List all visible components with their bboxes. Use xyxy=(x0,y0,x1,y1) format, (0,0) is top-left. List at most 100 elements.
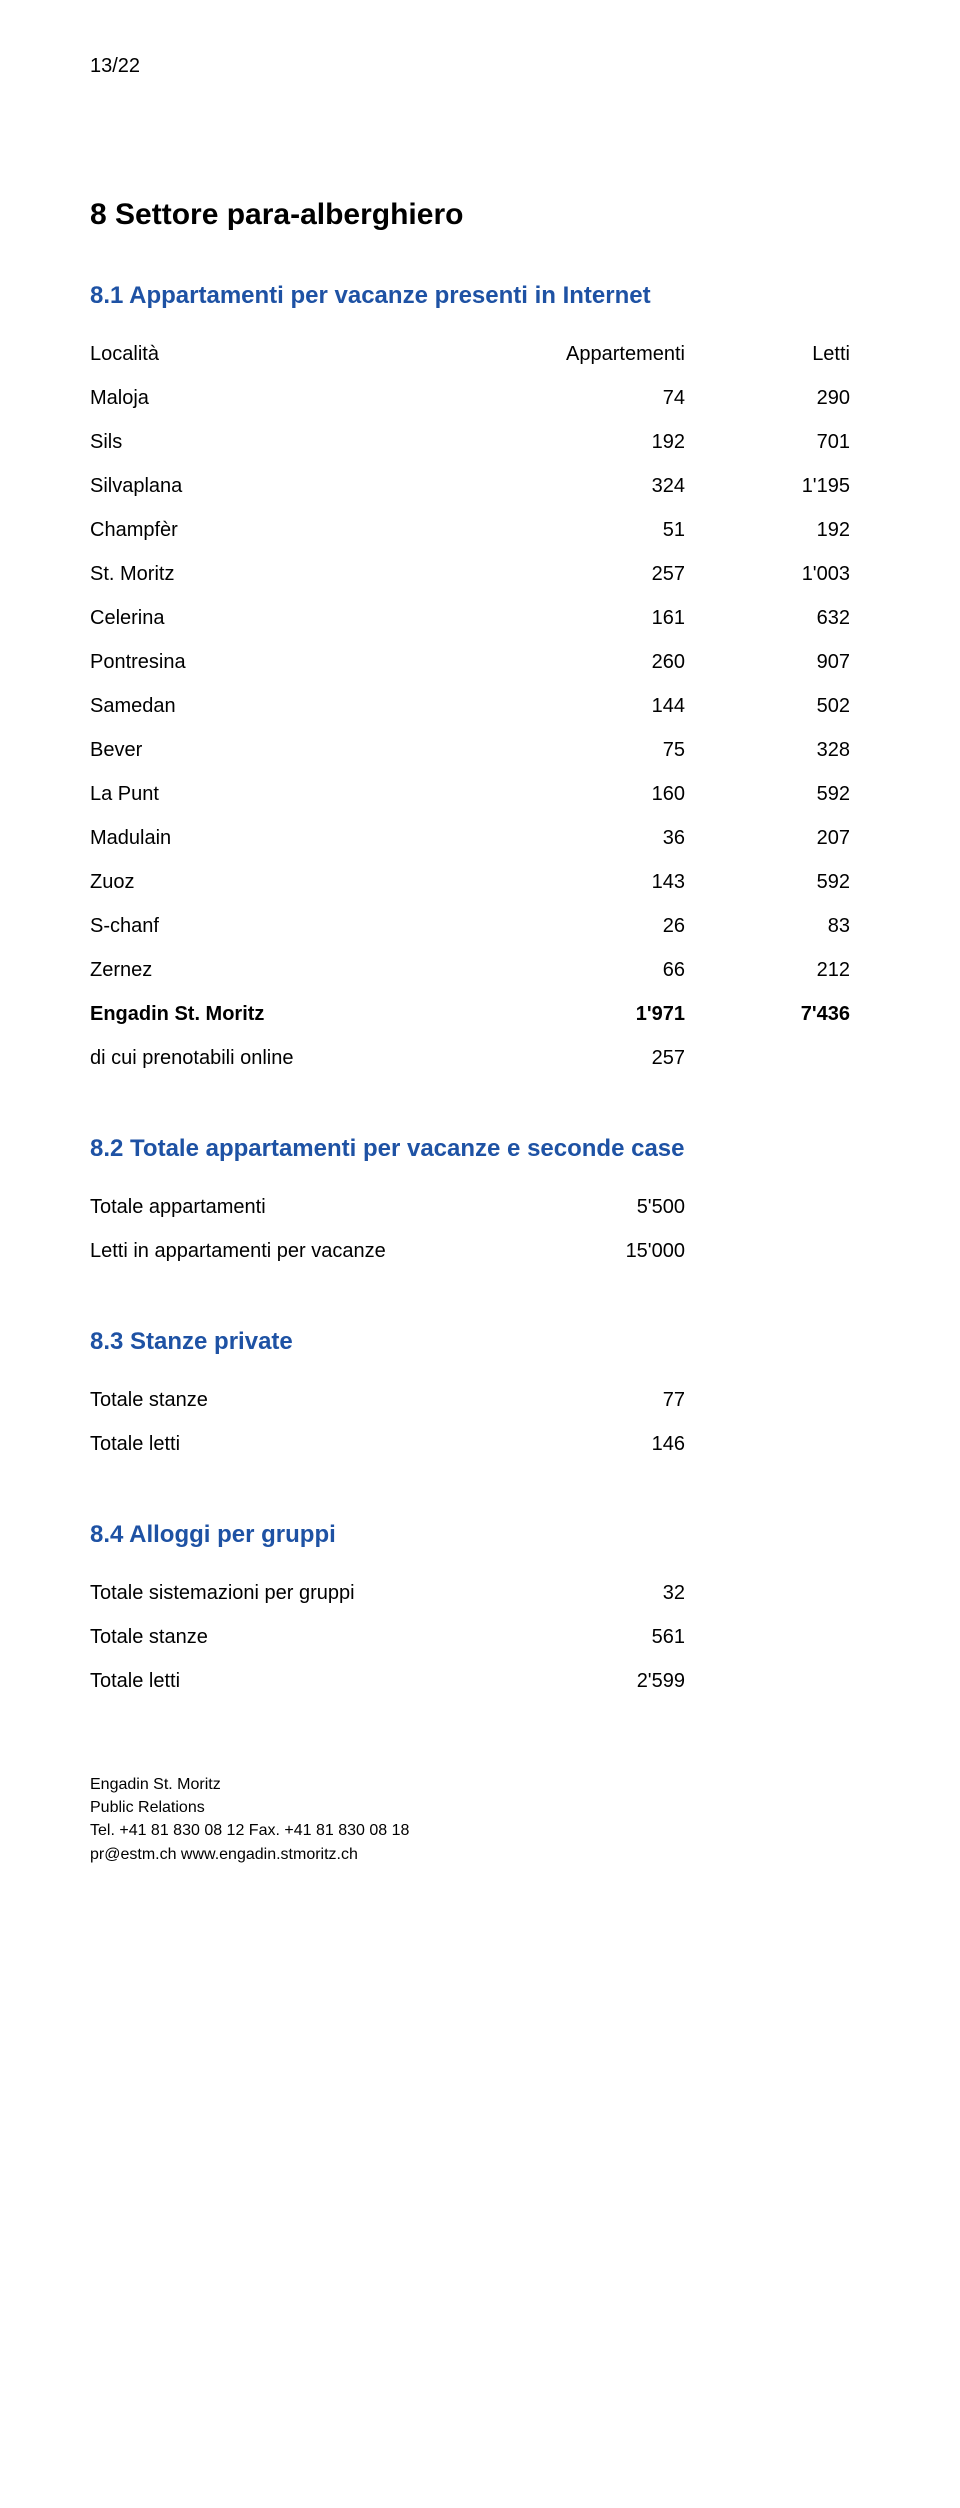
table-row: Totale stanze77 xyxy=(90,1378,870,1422)
cell-localita: Zernez xyxy=(90,948,520,992)
extra-value: 257 xyxy=(520,1036,685,1080)
cell-label: Totale letti xyxy=(90,1659,520,1703)
table-row: La Punt160592 xyxy=(90,772,870,816)
table-row: Zernez66212 xyxy=(90,948,870,992)
cell-letti: 192 xyxy=(685,508,850,552)
cell-value: 5'500 xyxy=(520,1185,685,1229)
cell-letti: 1'195 xyxy=(685,464,850,508)
cell-letti: 328 xyxy=(685,728,850,772)
header-localita: Località xyxy=(90,332,520,376)
cell-label: Totale stanze xyxy=(90,1615,520,1659)
cell-letti: 701 xyxy=(685,420,850,464)
cell-letti: 502 xyxy=(685,684,850,728)
cell-localita: S-chanf xyxy=(90,904,520,948)
extra-empty xyxy=(685,1036,850,1080)
section-83-title: 8.3 Stanze private xyxy=(90,1328,870,1356)
cell-localita: Celerina xyxy=(90,596,520,640)
footer-line-3: Tel. +41 81 830 08 12 Fax. +41 81 830 08… xyxy=(90,1819,870,1842)
cell-localita: Madulain xyxy=(90,816,520,860)
table-row: Pontresina260907 xyxy=(90,640,870,684)
table-84: Totale sistemazioni per gruppi32Totale s… xyxy=(90,1571,870,1703)
total-label: Engadin St. Moritz xyxy=(90,992,520,1036)
cell-localita: Zuoz xyxy=(90,860,520,904)
table-82: Totale appartamenti5'500Letti in apparta… xyxy=(90,1185,870,1273)
cell-appartementi: 260 xyxy=(520,640,685,684)
page-number: 13/22 xyxy=(90,55,870,78)
table-81: Località Appartementi Letti Maloja74290S… xyxy=(90,332,870,1080)
table-row: Madulain36207 xyxy=(90,816,870,860)
cell-letti: 632 xyxy=(685,596,850,640)
cell-localita: Sils xyxy=(90,420,520,464)
table-81-header: Località Appartementi Letti xyxy=(90,332,870,376)
table-81-extra: di cui prenotabili online 257 xyxy=(90,1036,870,1080)
table-row: Celerina161632 xyxy=(90,596,870,640)
cell-localita: Bever xyxy=(90,728,520,772)
total-appartementi: 1'971 xyxy=(520,992,685,1036)
cell-appartementi: 324 xyxy=(520,464,685,508)
cell-appartementi: 192 xyxy=(520,420,685,464)
table-row: Bever75328 xyxy=(90,728,870,772)
footer-line-4: pr@estm.ch www.engadin.stmoritz.ch xyxy=(90,1843,870,1866)
extra-label: di cui prenotabili online xyxy=(90,1036,520,1080)
section-81-title: 8.1 Appartamenti per vacanze presenti in… xyxy=(90,282,870,310)
cell-appartementi: 257 xyxy=(520,552,685,596)
table-row: Champfèr51192 xyxy=(90,508,870,552)
cell-localita: St. Moritz xyxy=(90,552,520,596)
cell-letti: 592 xyxy=(685,860,850,904)
cell-letti: 290 xyxy=(685,376,850,420)
cell-value: 32 xyxy=(520,1571,685,1615)
cell-localita: Maloja xyxy=(90,376,520,420)
total-letti: 7'436 xyxy=(685,992,850,1036)
section-82-title: 8.2 Totale appartamenti per vacanze e se… xyxy=(90,1135,870,1163)
cell-letti: 212 xyxy=(685,948,850,992)
table-row: S-chanf2683 xyxy=(90,904,870,948)
cell-appartementi: 143 xyxy=(520,860,685,904)
table-row: Totale letti2'599 xyxy=(90,1659,870,1703)
cell-letti: 207 xyxy=(685,816,850,860)
cell-appartementi: 75 xyxy=(520,728,685,772)
table-row: Zuoz143592 xyxy=(90,860,870,904)
cell-value: 77 xyxy=(520,1378,685,1422)
cell-appartementi: 160 xyxy=(520,772,685,816)
cell-letti: 83 xyxy=(685,904,850,948)
cell-value: 15'000 xyxy=(520,1229,685,1273)
cell-localita: Silvaplana xyxy=(90,464,520,508)
table-row: St. Moritz2571'003 xyxy=(90,552,870,596)
section-8-title: 8 Settore para-alberghiero xyxy=(90,198,870,232)
table-row: Totale sistemazioni per gruppi32 xyxy=(90,1571,870,1615)
cell-localita: Champfèr xyxy=(90,508,520,552)
footer: Engadin St. Moritz Public Relations Tel.… xyxy=(90,1773,870,1866)
table-row: Totale stanze561 xyxy=(90,1615,870,1659)
cell-appartementi: 36 xyxy=(520,816,685,860)
section-84-title: 8.4 Alloggi per gruppi xyxy=(90,1521,870,1549)
footer-line-2: Public Relations xyxy=(90,1796,870,1819)
cell-letti: 907 xyxy=(685,640,850,684)
header-letti: Letti xyxy=(685,332,850,376)
table-83: Totale stanze77Totale letti146 xyxy=(90,1378,870,1466)
table-row: Maloja74290 xyxy=(90,376,870,420)
table-row: Letti in appartamenti per vacanze15'000 xyxy=(90,1229,870,1273)
cell-appartementi: 161 xyxy=(520,596,685,640)
cell-label: Totale sistemazioni per gruppi xyxy=(90,1571,520,1615)
cell-value: 2'599 xyxy=(520,1659,685,1703)
table-row: Sils192701 xyxy=(90,420,870,464)
cell-value: 561 xyxy=(520,1615,685,1659)
cell-label: Letti in appartamenti per vacanze xyxy=(90,1229,520,1273)
header-appartementi: Appartementi xyxy=(520,332,685,376)
cell-localita: Pontresina xyxy=(90,640,520,684)
cell-letti: 1'003 xyxy=(685,552,850,596)
cell-value: 146 xyxy=(520,1422,685,1466)
cell-appartementi: 51 xyxy=(520,508,685,552)
table-row: Totale letti146 xyxy=(90,1422,870,1466)
cell-label: Totale letti xyxy=(90,1422,520,1466)
table-row: Silvaplana3241'195 xyxy=(90,464,870,508)
cell-appartementi: 144 xyxy=(520,684,685,728)
cell-label: Totale stanze xyxy=(90,1378,520,1422)
cell-localita: La Punt xyxy=(90,772,520,816)
table-81-total: Engadin St. Moritz 1'971 7'436 xyxy=(90,992,870,1036)
cell-localita: Samedan xyxy=(90,684,520,728)
cell-appartementi: 74 xyxy=(520,376,685,420)
cell-appartementi: 66 xyxy=(520,948,685,992)
cell-letti: 592 xyxy=(685,772,850,816)
table-row: Totale appartamenti5'500 xyxy=(90,1185,870,1229)
